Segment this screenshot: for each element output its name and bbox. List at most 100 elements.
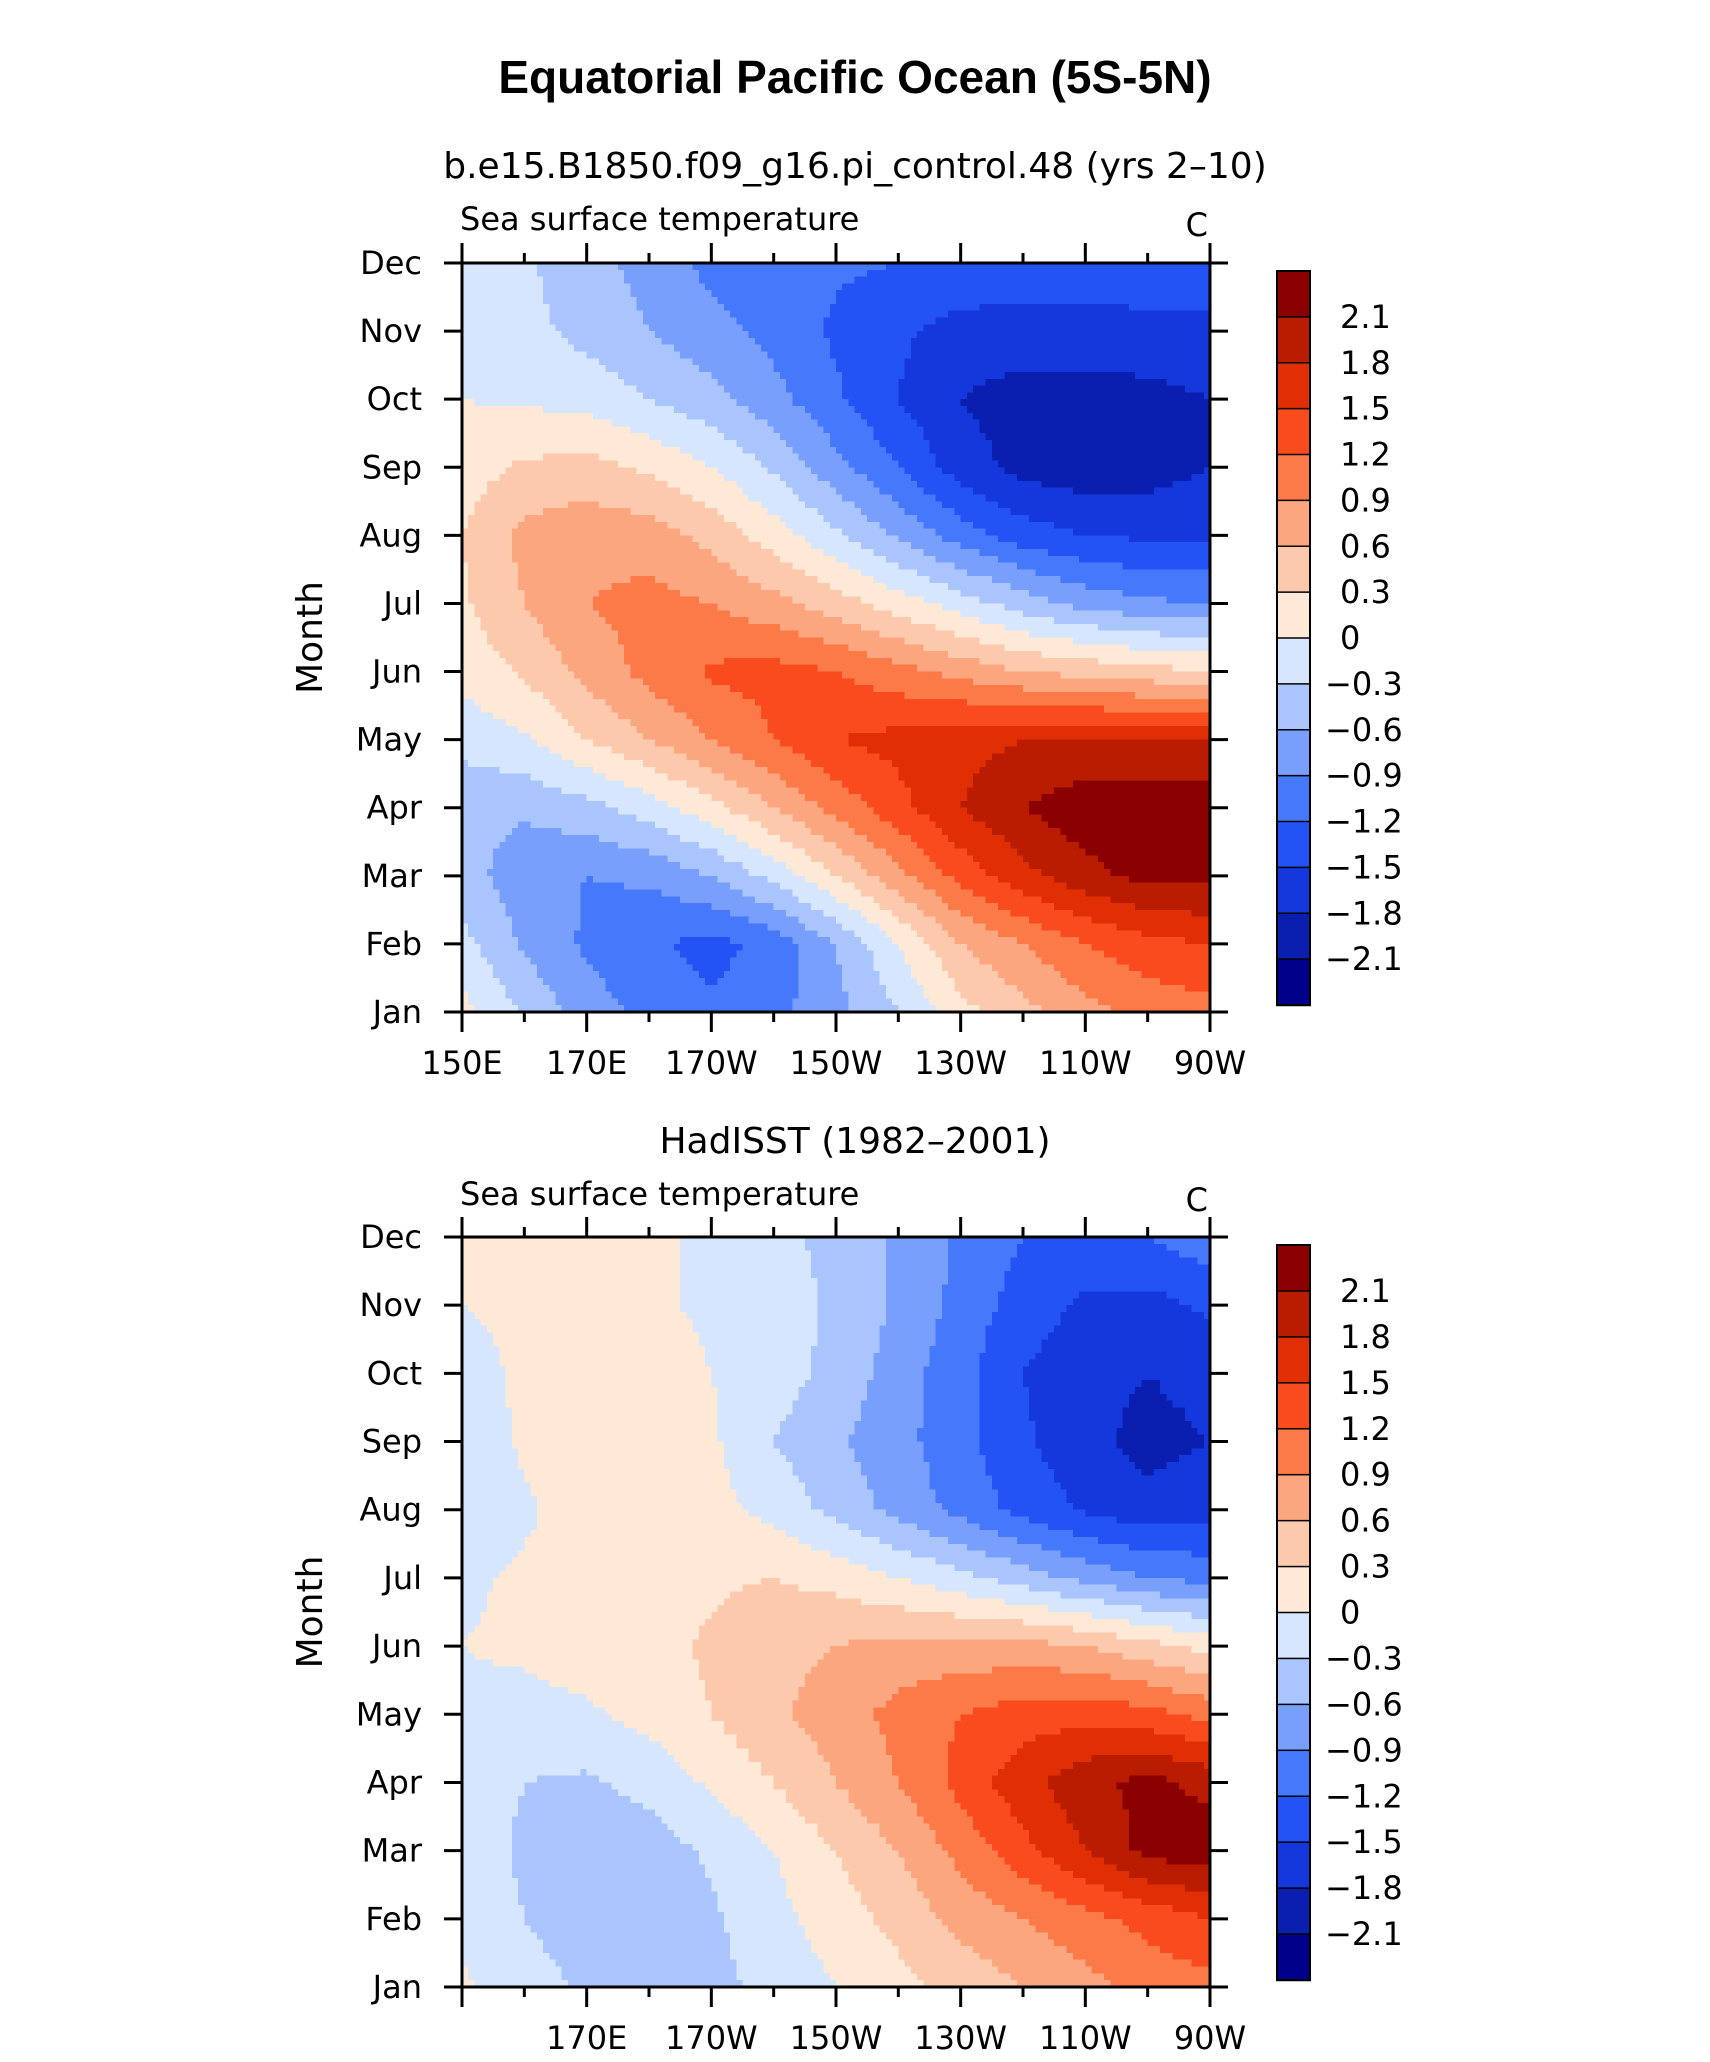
heatmap-cell xyxy=(530,460,538,468)
heatmap-cell xyxy=(636,419,644,428)
heatmap-cell xyxy=(698,501,706,509)
heatmap-cell xyxy=(754,310,762,319)
heatmap-cell xyxy=(717,317,725,325)
heatmap-cell xyxy=(605,324,613,332)
heatmap-cell xyxy=(1160,514,1167,523)
heatmap-cell xyxy=(705,317,712,325)
heatmap-cell xyxy=(867,317,874,325)
heatmap-cell xyxy=(649,480,656,489)
heatmap-cell xyxy=(917,276,924,285)
heatmap-cell xyxy=(655,412,663,421)
heatmap-cell xyxy=(767,440,775,448)
heatmap-cell xyxy=(717,365,725,373)
heatmap-cell xyxy=(948,514,956,523)
heatmap-cell xyxy=(1166,460,1174,468)
heatmap-cell xyxy=(823,542,831,550)
heatmap-cell xyxy=(698,290,706,298)
heatmap-cell xyxy=(848,310,856,319)
heatmap-cell xyxy=(898,528,906,536)
heatmap-cell xyxy=(879,337,887,346)
heatmap-cell xyxy=(617,283,625,291)
heatmap-cell xyxy=(493,392,500,400)
heatmap-cell xyxy=(1072,290,1080,298)
heatmap-cell xyxy=(1004,487,1012,496)
heatmap-cell xyxy=(673,460,681,468)
heatmap-cell xyxy=(910,385,918,393)
heatmap-cell xyxy=(524,508,532,516)
heatmap-cell xyxy=(1060,297,1068,305)
heatmap-cell xyxy=(973,426,980,434)
heatmap-cell xyxy=(954,453,962,462)
heatmap-cell xyxy=(761,310,769,319)
heatmap-cell xyxy=(836,412,843,421)
heatmap-cell xyxy=(480,426,488,434)
heatmap-cell xyxy=(636,344,644,353)
heatmap-cell xyxy=(836,501,843,509)
heatmap-cell xyxy=(1060,440,1068,448)
heatmap-cell xyxy=(505,446,513,455)
heatmap-cell xyxy=(1197,303,1205,312)
heatmap-cell xyxy=(673,433,681,441)
heatmap-cell xyxy=(586,460,594,468)
heatmap-cell xyxy=(941,358,949,366)
heatmap-cell xyxy=(686,501,694,509)
heatmap-cell xyxy=(1029,317,1037,325)
heatmap-cell xyxy=(1091,494,1099,502)
heatmap-cell xyxy=(773,528,781,536)
heatmap-cell xyxy=(493,276,500,285)
heatmap-cell xyxy=(910,371,918,380)
heatmap-cell xyxy=(973,303,980,312)
heatmap-cell xyxy=(574,433,582,441)
heatmap-cell xyxy=(898,405,906,414)
heatmap-cell xyxy=(611,310,619,319)
heatmap-cell xyxy=(873,446,881,455)
heatmap-cell xyxy=(1172,337,1180,346)
heatmap-cell xyxy=(898,385,906,393)
heatmap-cell xyxy=(486,317,494,325)
heatmap-cell xyxy=(1047,521,1055,530)
heatmap-cell xyxy=(873,521,881,530)
heatmap-cell xyxy=(1097,351,1105,359)
heatmap-cell xyxy=(954,358,962,366)
heatmap-cell xyxy=(804,385,812,393)
heatmap-cell xyxy=(948,487,956,496)
heatmap-cell xyxy=(680,351,687,359)
heatmap-cell xyxy=(642,474,650,482)
heatmap-cell xyxy=(804,528,812,536)
heatmap-cell xyxy=(549,508,557,516)
heatmap-cell xyxy=(705,310,712,319)
heatmap-cell xyxy=(667,371,675,380)
heatmap-cell xyxy=(1160,494,1167,502)
heatmap-cell xyxy=(1110,419,1118,428)
heatmap-cell xyxy=(979,351,987,359)
heatmap-cell xyxy=(1016,351,1024,359)
heatmap-cell xyxy=(767,297,775,305)
heatmap-cell xyxy=(873,269,881,278)
heatmap-cell xyxy=(680,331,687,339)
heatmap-cell xyxy=(1004,344,1012,353)
heatmap-cell xyxy=(1041,371,1049,380)
heatmap-cell xyxy=(786,426,793,434)
heatmap-cell xyxy=(991,494,999,502)
heatmap-cell xyxy=(948,453,956,462)
heatmap-cell xyxy=(599,344,606,353)
heatmap-cell xyxy=(1016,399,1024,407)
heatmap-cell xyxy=(1153,290,1161,298)
heatmap-cell xyxy=(935,371,943,380)
heatmap-cell xyxy=(1041,419,1049,428)
heatmap-cell xyxy=(954,351,962,359)
heatmap-cell xyxy=(1016,487,1024,496)
heatmap-cell xyxy=(804,324,812,332)
heatmap-cell xyxy=(998,317,1005,325)
heatmap-cell xyxy=(624,542,631,550)
heatmap-cell xyxy=(543,514,550,523)
heatmap-cell xyxy=(530,542,538,550)
heatmap-cell xyxy=(811,426,818,434)
heatmap-cell xyxy=(985,269,993,278)
heatmap-cell xyxy=(904,310,912,319)
heatmap-cell xyxy=(524,269,532,278)
heatmap-cell xyxy=(480,501,488,509)
heatmap-cell xyxy=(667,337,675,346)
heatmap-cell xyxy=(767,317,775,325)
heatmap-cell xyxy=(991,487,999,496)
